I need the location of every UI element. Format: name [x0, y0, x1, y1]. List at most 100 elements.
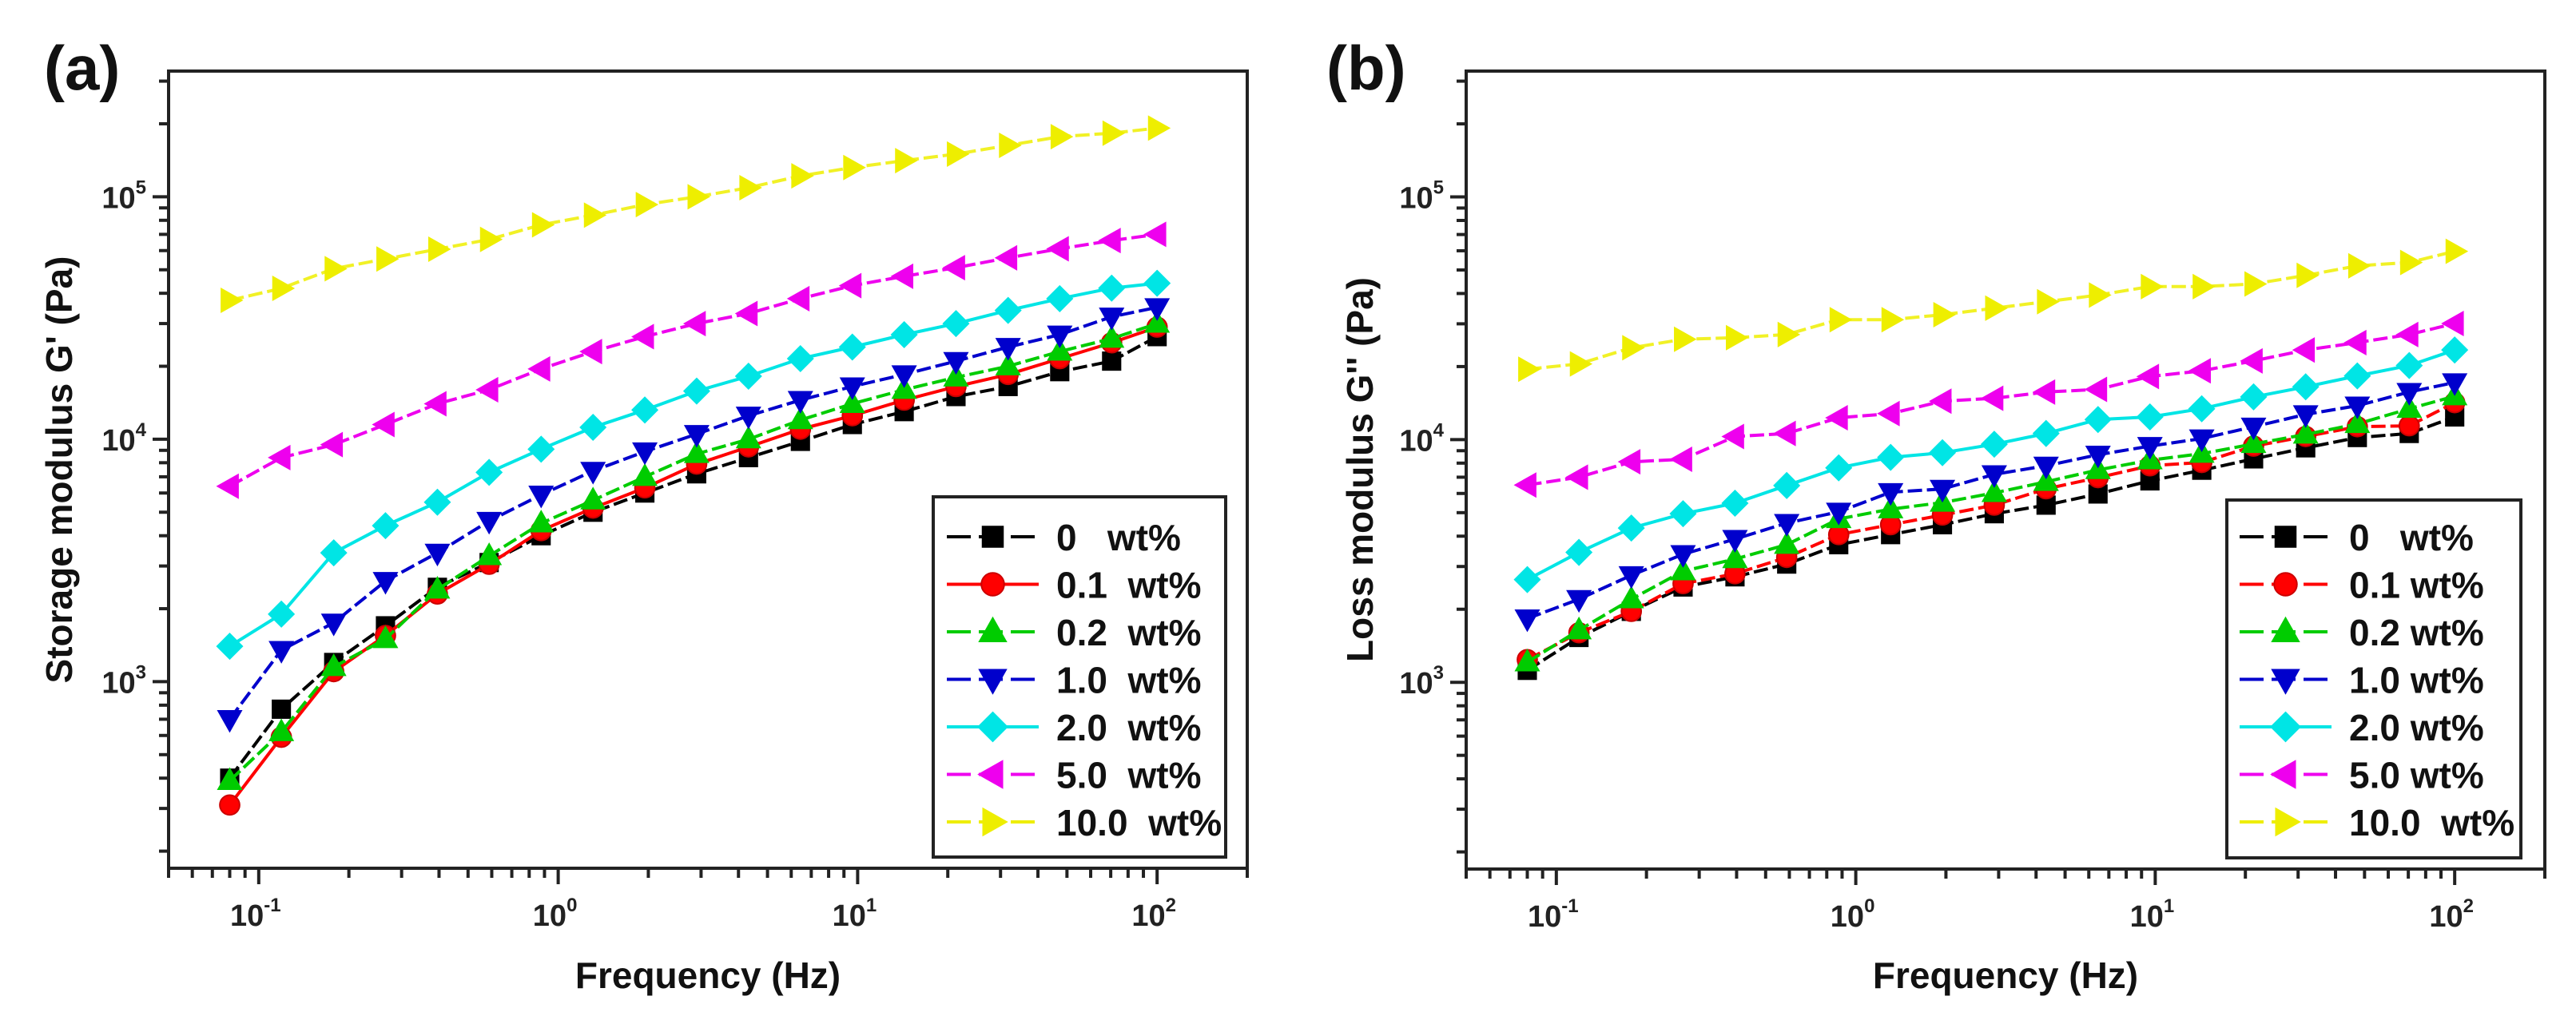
data-point — [2240, 417, 2267, 441]
data-point — [787, 391, 813, 414]
data-point — [895, 148, 918, 174]
legend-marker — [2270, 711, 2301, 743]
data-point — [2292, 337, 2316, 363]
data-point — [1617, 449, 1641, 475]
data-point — [372, 411, 395, 438]
data-point — [1513, 566, 1541, 593]
y-axis-title: Storage modulus G' (Pa) — [38, 256, 80, 684]
legend-label: 10.0 wt% — [2349, 802, 2514, 843]
data-point — [1985, 295, 2008, 321]
legend-marker — [980, 572, 1005, 597]
data-point — [268, 718, 295, 741]
data-point — [424, 576, 451, 599]
data-point — [2192, 273, 2216, 300]
data-point — [1877, 400, 1900, 427]
data-point — [1826, 502, 1852, 526]
data-point — [838, 272, 862, 299]
series-2 — [217, 310, 1171, 790]
data-point — [2347, 252, 2371, 279]
legend-label: 0.2 wt% — [1056, 612, 1202, 653]
legend-item: 0.1 wt% — [2240, 565, 2484, 606]
data-point — [994, 296, 1022, 324]
data-point — [2244, 271, 2268, 297]
legend-label: 2.0 wt% — [1056, 707, 1202, 748]
data-point — [2445, 238, 2469, 264]
data-point — [423, 488, 451, 516]
data-point — [890, 263, 914, 289]
data-point — [1881, 307, 1905, 333]
data-point — [320, 539, 348, 567]
panel-a: (a) 10-1 100 101 102 103 104 105 Frequency (H… — [38, 33, 1249, 996]
y-axis-title: Loss modulus G'' (Pa) — [1339, 277, 1381, 662]
data-point — [1144, 298, 1171, 321]
y-tick-label: 104 — [101, 419, 146, 458]
data-point — [2344, 396, 2371, 419]
legend-item: 10.0 wt% — [2240, 802, 2514, 843]
data-point — [1980, 431, 2008, 458]
data-point — [376, 246, 400, 272]
data-point — [2344, 410, 2371, 434]
data-point — [942, 255, 965, 281]
data-point — [2188, 395, 2216, 423]
data-point — [1774, 514, 1800, 537]
data-point — [2343, 329, 2367, 355]
data-point — [475, 376, 499, 403]
data-point — [631, 323, 654, 350]
data-point — [1518, 356, 1541, 383]
series-6 — [1518, 238, 2469, 383]
x-tick-labels: 10-1 100 101 102 — [1528, 895, 2474, 934]
data-point — [1102, 120, 1126, 146]
data-point — [1929, 388, 1952, 415]
legend-marker — [2270, 760, 2296, 789]
legend-marker — [981, 526, 1004, 548]
legend-label: 5.0 wt% — [2349, 755, 2484, 796]
data-point — [2032, 419, 2060, 447]
legend-marker — [2275, 807, 2301, 837]
data-point — [1981, 479, 2007, 502]
data-point — [428, 236, 451, 262]
data-point — [1565, 464, 1588, 490]
series-4 — [1513, 336, 2469, 593]
data-point — [217, 767, 243, 790]
legend: 0 wt% 0.1 wt% 0.2 wt% 1.0 wt% 2.0 wt% 5.0 wt%… — [932, 495, 1227, 859]
data-point — [1670, 558, 1696, 581]
data-point — [531, 212, 555, 238]
y-tick-labels: 103 104 105 — [101, 177, 146, 700]
data-point — [1617, 514, 1645, 542]
x-axis-title: Frequency (Hz) — [575, 955, 841, 996]
legend: 0 wt% 0.1 wt% 0.2 wt% 1.0 wt% 2.0 wt% 5.0 wt%… — [2225, 498, 2522, 859]
data-point — [423, 391, 447, 417]
data-point — [320, 653, 347, 677]
data-point — [1721, 423, 1744, 450]
data-point — [2033, 468, 2059, 491]
legend-marker — [2274, 526, 2297, 548]
data-point — [580, 486, 606, 510]
data-point — [1046, 236, 1069, 262]
legend-label: 5.0 wt% — [1056, 755, 1202, 796]
x-axis-title: Frequency (Hz) — [1873, 955, 2138, 996]
data-point — [635, 192, 659, 218]
data-point — [947, 141, 970, 167]
data-point — [320, 431, 344, 458]
data-point — [995, 338, 1021, 361]
data-point — [216, 633, 244, 661]
legend-item: 0.2 wt% — [947, 612, 1202, 653]
data-point — [527, 355, 551, 382]
data-point — [2033, 456, 2059, 480]
axis-ticks — [1450, 79, 2546, 885]
series-line — [229, 126, 1158, 302]
legend-marker — [978, 616, 1008, 642]
data-point — [2398, 415, 2420, 437]
data-point — [2292, 405, 2319, 428]
legend-item: 5.0 wt% — [2240, 755, 2484, 796]
data-point — [735, 407, 761, 430]
legend-marker — [2271, 616, 2300, 642]
data-point — [687, 184, 710, 210]
legend-marker — [977, 760, 1004, 789]
data-point — [1565, 538, 1593, 566]
data-point — [1047, 338, 1073, 361]
legend-label: 0.1 wt% — [2349, 565, 2484, 606]
data-point — [943, 351, 969, 375]
data-point — [268, 600, 296, 628]
data-point — [2441, 336, 2469, 364]
